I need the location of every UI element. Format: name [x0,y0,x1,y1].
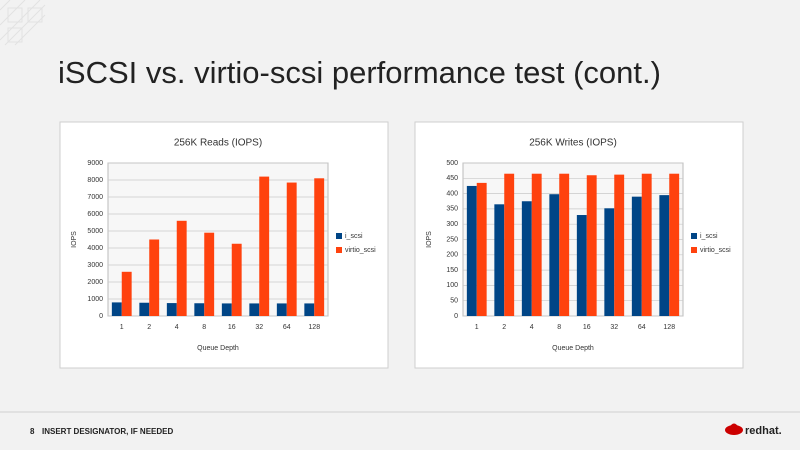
y-tick-label: 2000 [87,279,103,286]
x-tick-label: 32 [255,324,263,331]
y-tick-label: 50 [450,298,458,305]
legend-swatch [691,233,697,239]
x-tick-label: 8 [202,324,206,331]
chart: 256K Writes (IOPS) Queue Depth IOPS 0 50 100 1… [414,121,744,369]
y-axis-label: IOPS [71,231,78,248]
x-tick-label: 2 [502,324,506,331]
legend-label: i_scsi [345,233,363,240]
bar [614,174,625,316]
bar [111,302,122,316]
bar [149,239,160,316]
legend-swatch [336,247,342,253]
bar [576,215,587,316]
bar [669,173,680,316]
bar [176,220,187,316]
x-tick-label: 16 [583,324,591,331]
chart-title: 256K Writes (IOPS) [529,138,617,149]
bar [221,303,232,316]
bar [249,303,260,316]
bar [604,208,615,316]
slide-title: iSCSI vs. virtio-scsi performance test (… [58,55,661,90]
bar [166,303,177,316]
y-tick-label: 7000 [87,194,103,201]
x-axis-label: Queue Depth [197,345,239,352]
bar [559,173,570,316]
legend-label: virtio_scsi [345,247,376,254]
y-tick-label: 450 [446,175,458,182]
y-tick-label: 350 [446,206,458,213]
bar [521,201,532,316]
x-tick-label: 4 [530,324,534,331]
bar [631,196,642,316]
legend-label: i_scsi [700,233,718,240]
page-number: 8 [30,427,35,436]
x-tick-label: 2 [147,324,151,331]
bar [586,175,597,316]
bar [276,303,287,316]
x-tick-label: 128 [663,324,675,331]
bar [204,232,215,316]
bar [494,204,505,316]
bar [504,173,515,316]
footer-text: INSERT DESIGNATOR, IF NEEDED [42,427,173,436]
y-tick-label: 1000 [87,296,103,303]
logo: redhat. [725,423,782,437]
bar [314,178,325,316]
bar [139,302,150,316]
x-tick-label: 16 [228,324,236,331]
chart-title: 256K Reads (IOPS) [174,138,262,149]
x-axis-label: Queue Depth [552,345,594,352]
bar [659,195,670,316]
y-tick-label: 3000 [87,262,103,269]
y-tick-label: 100 [446,282,458,289]
legend-swatch [691,247,697,253]
legend-label: virtio_scsi [700,247,731,254]
y-tick-label: 8000 [87,177,103,184]
bar [531,173,542,316]
x-tick-label: 32 [610,324,618,331]
x-tick-label: 8 [557,324,561,331]
bar [304,303,315,316]
y-axis-label: IOPS [426,231,433,248]
bar [231,243,242,316]
x-tick-label: 128 [308,324,320,331]
y-tick-label: 0 [454,313,458,320]
y-tick-label: 150 [446,267,458,274]
bar [194,303,205,316]
y-tick-label: 300 [446,221,458,228]
x-tick-label: 1 [475,324,479,331]
y-tick-label: 5000 [87,228,103,235]
x-tick-label: 64 [638,324,646,331]
legend-swatch [336,233,342,239]
bar [121,271,132,316]
bar [466,185,477,316]
chart: 256K Reads (IOPS) Queue Depth IOPS 0 1000 200… [59,121,389,369]
bar [286,182,297,316]
corner-pattern [0,0,46,46]
y-tick-label: 200 [446,252,458,259]
bar [549,194,560,316]
y-tick-label: 400 [446,190,458,197]
y-tick-label: 0 [99,313,103,320]
x-tick-label: 4 [175,324,179,331]
logo-text: redhat. [745,425,782,437]
x-tick-label: 64 [283,324,291,331]
y-tick-label: 4000 [87,245,103,252]
y-tick-label: 250 [446,236,458,243]
y-tick-label: 9000 [87,160,103,167]
y-tick-label: 6000 [87,211,103,218]
y-tick-label: 500 [446,160,458,167]
bar [476,182,487,316]
x-tick-label: 1 [120,324,124,331]
bar [259,176,270,316]
bar [641,173,652,316]
